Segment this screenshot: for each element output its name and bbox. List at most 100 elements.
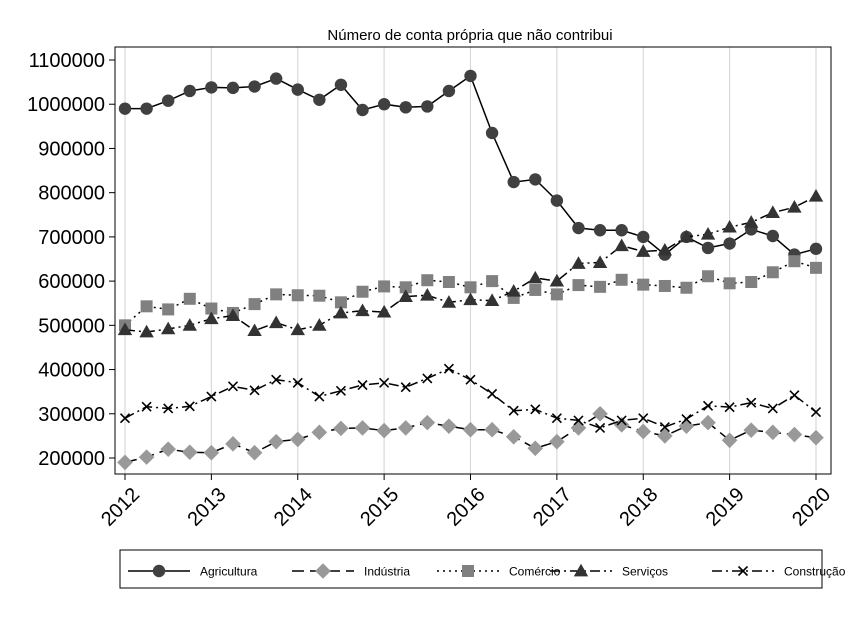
data-point-comercio [248, 298, 261, 311]
data-point-construcao [659, 421, 670, 433]
data-point-comercio [594, 280, 607, 293]
legend: Agricultura Indústria Comércio Serviços Cons… [119, 549, 846, 589]
plot-frame [114, 46, 832, 475]
y-tick-label: 500000 [38, 315, 105, 337]
data-point-industria [181, 444, 198, 461]
data-point-comercio [183, 292, 196, 305]
series-comercio [119, 255, 822, 332]
data-point-comercio [680, 281, 693, 294]
data-point-industria [160, 441, 176, 457]
data-point-agricultura [183, 84, 196, 98]
y-tick-label: 1000000 [27, 94, 105, 116]
legend-marker [315, 563, 331, 579]
data-point-agricultura [766, 229, 780, 243]
data-point-industria [419, 414, 436, 431]
data-point-comercio [788, 255, 801, 268]
data-point-agricultura [377, 98, 391, 111]
data-point-comercio [270, 288, 283, 301]
data-point-industria [700, 414, 716, 431]
legend-label: Construção [784, 565, 846, 579]
data-point-agricultura [313, 93, 326, 107]
data-point-servicos [398, 289, 413, 302]
data-point-servicos [571, 256, 586, 269]
data-point-comercio [205, 302, 218, 315]
data-point-industria [397, 420, 414, 436]
data-point-construcao [789, 390, 800, 401]
data-point-servicos [657, 242, 673, 256]
data-point-industria [246, 444, 263, 461]
data-point-comercio [464, 281, 477, 294]
y-tick-label: 600000 [38, 271, 105, 293]
data-point-industria [592, 405, 608, 422]
y-tick-label: 300000 [38, 404, 105, 426]
data-point-servicos [376, 304, 392, 318]
data-point-servicos [139, 324, 154, 338]
data-point-agricultura [615, 224, 628, 237]
data-point-servicos [204, 311, 219, 325]
data-point-servicos [290, 322, 305, 336]
legend-entry-industria: Indústria [292, 563, 410, 579]
legend-label: Serviços [622, 565, 668, 579]
data-point-servicos [182, 318, 197, 331]
data-point-comercio [334, 296, 347, 309]
data-point-agricultura [550, 194, 564, 207]
data-point-comercio [486, 275, 499, 288]
data-point-construcao [184, 401, 195, 412]
data-point-construcao [681, 414, 692, 425]
data-point-servicos [614, 238, 629, 252]
data-point-construcao [573, 415, 584, 426]
legend-label: Agricultura [200, 565, 258, 579]
data-point-industria [441, 418, 457, 434]
data-point-comercio [356, 285, 369, 298]
y-tick-label: 400000 [38, 360, 105, 382]
data-point-comercio [442, 275, 455, 288]
series-industria [117, 405, 824, 471]
data-point-servicos [117, 322, 133, 336]
legend-marker [462, 565, 474, 577]
y-tick-label: 800000 [38, 183, 105, 205]
data-point-servicos [722, 219, 737, 233]
data-point-servicos [247, 323, 262, 337]
data-point-agricultura [485, 126, 499, 140]
data-point-servicos [312, 318, 327, 331]
data-point-comercio [810, 261, 822, 274]
data-point-industria [721, 432, 738, 449]
data-point-servicos [441, 295, 457, 308]
data-point-industria [549, 433, 565, 450]
data-point-industria [311, 424, 328, 441]
data-point-industria [786, 426, 803, 443]
data-point-agricultura [572, 221, 585, 235]
data-point-comercio [162, 303, 175, 316]
data-point-construcao [508, 405, 519, 416]
data-point-agricultura [593, 224, 607, 237]
data-point-agricultura [442, 84, 456, 98]
data-point-agricultura [118, 102, 132, 115]
data-point-construcao [271, 374, 282, 385]
data-point-comercio [378, 280, 391, 293]
data-point-agricultura [356, 103, 369, 117]
y-tick-label: 700000 [38, 227, 105, 249]
data-point-agricultura [637, 230, 650, 244]
data-point-industria [635, 423, 652, 440]
data-point-industria [613, 417, 630, 433]
data-point-construcao [357, 379, 368, 391]
data-point-construcao [530, 404, 541, 415]
data-point-industria [289, 431, 306, 448]
data-point-servicos [333, 305, 349, 319]
data-point-industria [678, 418, 695, 434]
data-point-construcao [767, 403, 778, 414]
data-point-industria [117, 454, 133, 471]
data-point-comercio [421, 274, 434, 287]
data-point-comercio [399, 281, 412, 294]
legend-marker [573, 563, 589, 577]
data-point-servicos [549, 273, 565, 287]
data-point-construcao [379, 377, 390, 388]
data-point-agricultura [334, 78, 348, 91]
legend-entry-comercio: Comércio [437, 565, 561, 579]
data-point-industria [527, 440, 544, 457]
data-point-comercio [702, 270, 715, 283]
data-point-construcao [443, 363, 454, 374]
data-point-comercio [658, 279, 671, 292]
data-point-servicos [679, 229, 694, 243]
